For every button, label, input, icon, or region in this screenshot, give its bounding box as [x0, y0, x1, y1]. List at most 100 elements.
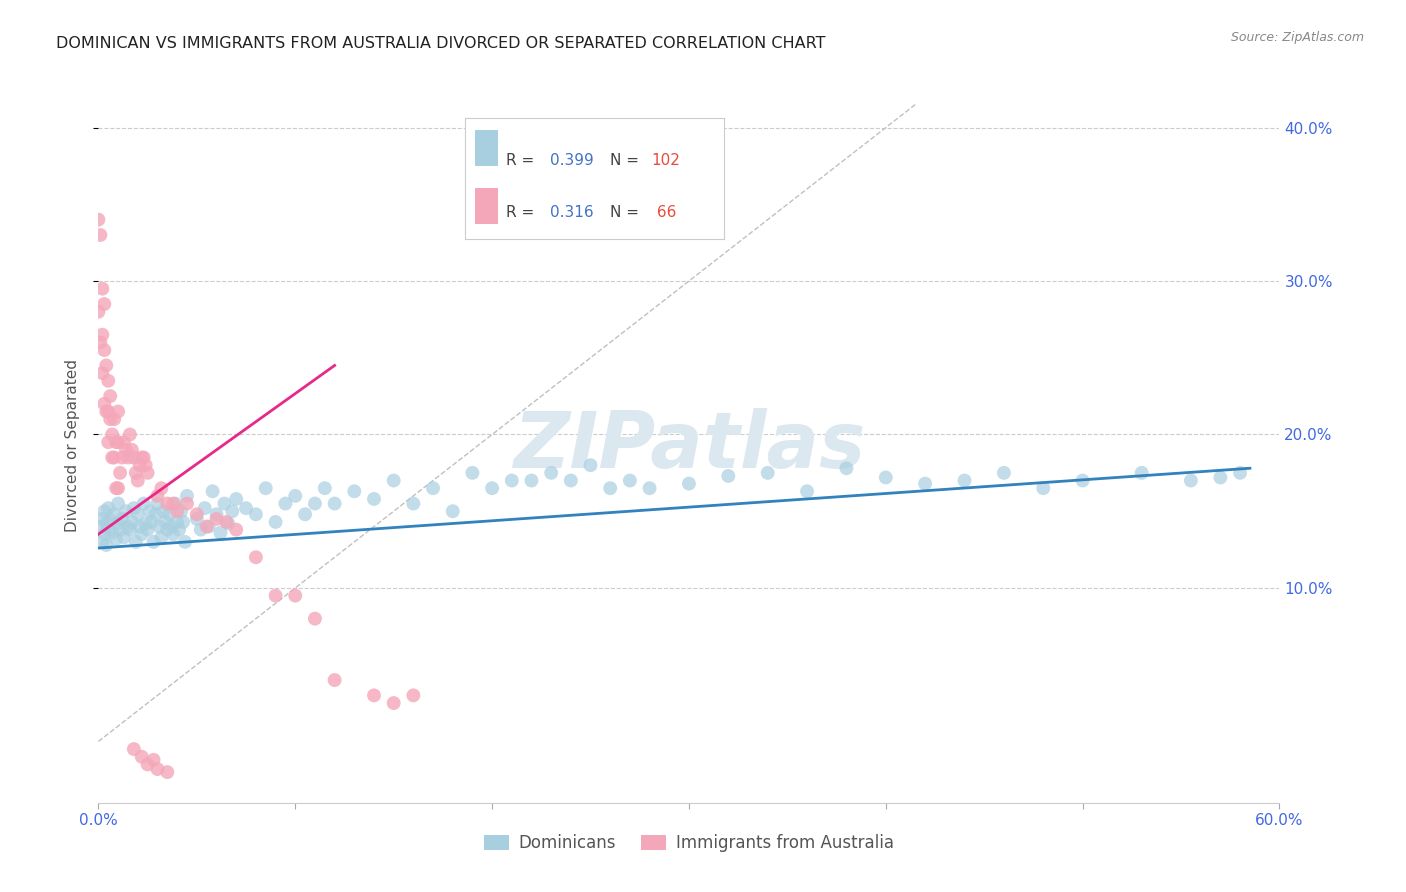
- Point: [93, 397, 115, 411]
- Point: [107, 497, 129, 511]
- Point: [382, 696, 405, 710]
- Point: [146, 489, 169, 503]
- Point: [97, 404, 120, 418]
- Point: [128, 519, 150, 533]
- Point: [225, 523, 247, 537]
- Point: [125, 466, 148, 480]
- Point: [215, 515, 238, 529]
- Point: [166, 504, 188, 518]
- Point: [112, 435, 135, 450]
- Point: [481, 481, 503, 495]
- Point: [304, 612, 326, 626]
- Point: [118, 427, 141, 442]
- Point: [121, 442, 143, 457]
- Point: [105, 532, 128, 546]
- Point: [138, 504, 160, 518]
- Point: [304, 497, 326, 511]
- Point: [103, 412, 125, 426]
- Point: [875, 470, 897, 484]
- Point: [96, 538, 118, 552]
- Point: [97, 523, 120, 537]
- Point: [131, 450, 153, 465]
- Point: [96, 516, 118, 531]
- Point: [111, 450, 134, 465]
- Point: [167, 523, 190, 537]
- Point: [118, 523, 141, 537]
- Point: [343, 484, 366, 499]
- Point: [91, 535, 114, 549]
- Point: [105, 435, 128, 450]
- Point: [264, 515, 287, 529]
- Point: [127, 508, 149, 522]
- Point: [98, 389, 121, 403]
- Point: [89, 227, 111, 242]
- Point: [197, 519, 219, 533]
- Point: [121, 515, 143, 529]
- Point: [97, 374, 120, 388]
- Point: [201, 484, 224, 499]
- Point: [520, 474, 543, 488]
- Point: [142, 535, 165, 549]
- Point: [796, 484, 818, 499]
- Point: [101, 427, 124, 442]
- Point: [101, 525, 124, 540]
- Point: [599, 481, 621, 495]
- Point: [190, 523, 212, 537]
- Point: [205, 508, 228, 522]
- Point: [914, 476, 936, 491]
- Point: [195, 519, 218, 533]
- Point: [156, 765, 179, 780]
- Point: [245, 550, 267, 565]
- Point: [148, 519, 170, 533]
- Point: [122, 501, 145, 516]
- Point: [115, 504, 138, 518]
- Point: [128, 458, 150, 473]
- Point: [96, 359, 118, 373]
- Point: [91, 327, 114, 342]
- Point: [165, 497, 187, 511]
- Point: [150, 481, 173, 495]
- Point: [953, 474, 976, 488]
- Point: [186, 508, 208, 522]
- Point: [146, 762, 169, 776]
- Point: [87, 212, 110, 227]
- Point: [162, 527, 184, 541]
- Point: [101, 450, 124, 465]
- Point: [245, 508, 267, 522]
- Text: ZIPatlas: ZIPatlas: [513, 408, 865, 484]
- Point: [461, 466, 484, 480]
- Point: [1229, 466, 1251, 480]
- Point: [108, 466, 131, 480]
- Point: [174, 535, 197, 549]
- Point: [1032, 481, 1054, 495]
- Point: [172, 515, 194, 529]
- Point: [323, 497, 346, 511]
- Point: [162, 497, 184, 511]
- Point: [166, 515, 188, 529]
- Point: [254, 481, 277, 495]
- Point: [422, 481, 444, 495]
- Point: [93, 343, 115, 357]
- Point: [142, 753, 165, 767]
- Point: [145, 508, 167, 522]
- Point: [235, 501, 257, 516]
- Point: [117, 519, 139, 533]
- Point: [835, 461, 858, 475]
- Point: [111, 512, 134, 526]
- Point: [93, 504, 115, 518]
- Point: [225, 491, 247, 506]
- Point: [1180, 474, 1202, 488]
- Point: [221, 504, 243, 518]
- Point: [214, 497, 236, 511]
- Point: [112, 530, 135, 544]
- Point: [107, 435, 129, 450]
- Point: [89, 335, 111, 350]
- Point: [91, 512, 114, 526]
- Point: [176, 489, 198, 503]
- Point: [131, 749, 153, 764]
- Point: [176, 497, 198, 511]
- Point: [363, 491, 385, 506]
- Point: [150, 530, 173, 544]
- Point: [93, 297, 115, 311]
- Text: DOMINICAN VS IMMIGRANTS FROM AUSTRALIA DIVORCED OR SEPARATED CORRELATION CHART: DOMINICAN VS IMMIGRANTS FROM AUSTRALIA D…: [56, 36, 825, 51]
